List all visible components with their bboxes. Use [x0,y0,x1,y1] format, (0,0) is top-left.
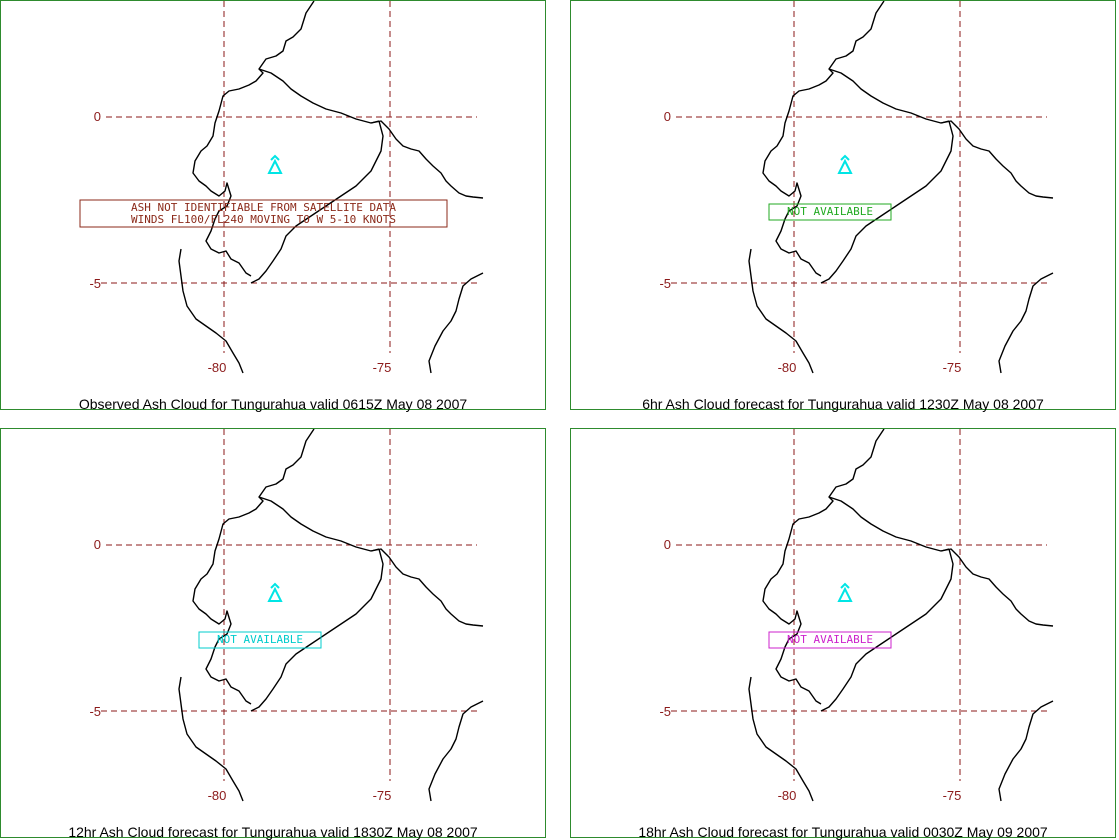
advisory-text: NOT AVAILABLE [787,205,873,218]
latitude-label: 0 [94,109,101,124]
border-line [370,548,484,627]
latitude-label: -5 [659,704,671,719]
volcano-icon [837,582,853,602]
border-line [192,1,315,277]
volcano-icon [267,154,283,174]
advisory-box: NOT AVAILABLE [198,631,322,649]
border-line [258,496,380,552]
border-line [940,120,1054,199]
graticule [101,1,477,353]
border-line [250,548,384,712]
border-line [762,1,885,277]
advisory-frame [768,203,892,221]
latitude-label: -5 [89,704,101,719]
volcano-icon [837,154,853,174]
border-line [940,548,1054,627]
advisory-text: ASH NOT IDENTIFIABLE FROM SATELLITE DATA [131,201,396,214]
country-outlines [748,1,1054,374]
border-line [258,68,380,124]
border-line [762,429,885,705]
border-line [998,700,1054,802]
country-outlines [178,429,484,802]
panel-12hr-forecast: 0 -5 -80 -75 NOT AVAILABLE 12hr Ash Cloud for… [0,428,546,840]
country-outlines [178,1,484,374]
graticule [101,429,477,781]
panel-caption: Observed Ash Cloud for Tungurahua valid … [78,396,468,412]
border-line [250,120,384,284]
border-line [828,496,950,552]
longitude-label: -80 [778,360,797,375]
advisory-box: NOT AVAILABLE [768,631,892,649]
border-line [428,272,484,374]
longitude-label: -75 [943,360,962,375]
graticule [671,1,1047,353]
border-line [428,700,484,802]
advisory-box: NOT AVAILABLE [768,203,892,221]
panel-18hr-forecast: 0 -5 -80 -75 NOT AVAILABLE 18hr Ash Cloud for… [570,428,1116,840]
advisory-frame [768,631,892,649]
volcano-icon [267,582,283,602]
advisory-frame [79,199,448,228]
border-line [192,429,315,705]
panel-observed: 0 -5 -80 -75 ASH NOT IDENTIFIABLE FROM SATEL… [0,0,546,412]
longitude-label: -80 [208,788,227,803]
border-line [748,676,814,802]
border-line [370,120,484,199]
latitude-label: -5 [659,276,671,291]
border-line [748,248,814,374]
panel-caption: 12hr Ash Cloud forecast for Tungurahua v… [68,824,478,840]
advisory-text: NOT AVAILABLE [217,633,303,646]
border-line [178,248,244,374]
border-line [820,120,954,284]
latitude-label: -5 [89,276,101,291]
latitude-label: 0 [664,537,671,552]
advisory-text: NOT AVAILABLE [787,633,873,646]
panel-6hr-forecast: 0 -5 -80 -75 NOT AVAILABLE 6hr Ash Cloud fore… [570,0,1116,412]
longitude-label: -75 [943,788,962,803]
graticule [671,429,1047,781]
longitude-label: -75 [373,788,392,803]
border-line [998,272,1054,374]
latitude-label: 0 [664,109,671,124]
map-canvas: 0 -5 -80 -75 NOT AVAILABLE [659,1,1054,375]
border-line [820,548,954,712]
longitude-label: -80 [778,788,797,803]
map-canvas: 0 -5 -80 -75 NOT AVAILABLE [659,429,1054,803]
panel-caption: 18hr Ash Cloud forecast for Tungurahua v… [638,824,1048,840]
advisory-text: WINDS FL100/FL240 MOVING TO W 5-10 KNOTS [131,213,396,226]
panel-caption: 6hr Ash Cloud forecast for Tungurahua va… [642,396,1044,412]
country-outlines [748,429,1054,802]
latitude-label: 0 [94,537,101,552]
longitude-label: -80 [208,360,227,375]
advisory-frame [198,631,322,649]
border-line [828,68,950,124]
advisory-box: ASH NOT IDENTIFIABLE FROM SATELLITE DATA… [79,199,448,228]
longitude-label: -75 [373,360,392,375]
border-line [178,676,244,802]
map-canvas: 0 -5 -80 -75 NOT AVAILABLE [89,429,484,803]
map-canvas: 0 -5 -80 -75 ASH NOT IDENTIFIABLE FROM SATEL… [79,1,484,375]
